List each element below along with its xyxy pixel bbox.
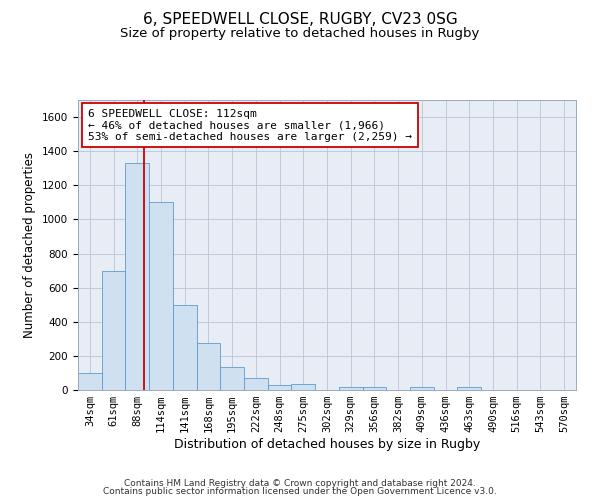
X-axis label: Distribution of detached houses by size in Rugby: Distribution of detached houses by size … <box>174 438 480 451</box>
Bar <box>339 388 362 390</box>
Bar <box>102 270 125 390</box>
Bar <box>149 202 173 390</box>
Bar <box>125 163 149 390</box>
Bar <box>78 373 102 390</box>
Bar <box>457 388 481 390</box>
Y-axis label: Number of detached properties: Number of detached properties <box>23 152 37 338</box>
Text: Size of property relative to detached houses in Rugby: Size of property relative to detached ho… <box>121 28 479 40</box>
Text: Contains HM Land Registry data © Crown copyright and database right 2024.: Contains HM Land Registry data © Crown c… <box>124 478 476 488</box>
Bar <box>220 367 244 390</box>
Bar <box>173 304 197 390</box>
Text: 6, SPEEDWELL CLOSE, RUGBY, CV23 0SG: 6, SPEEDWELL CLOSE, RUGBY, CV23 0SG <box>143 12 457 28</box>
Text: 6 SPEEDWELL CLOSE: 112sqm
← 46% of detached houses are smaller (1,966)
53% of se: 6 SPEEDWELL CLOSE: 112sqm ← 46% of detac… <box>88 108 412 142</box>
Bar <box>244 378 268 390</box>
Bar <box>197 343 220 390</box>
Bar <box>268 385 292 390</box>
Bar <box>362 388 386 390</box>
Text: Contains public sector information licensed under the Open Government Licence v3: Contains public sector information licen… <box>103 487 497 496</box>
Bar <box>410 388 434 390</box>
Bar <box>292 384 315 390</box>
